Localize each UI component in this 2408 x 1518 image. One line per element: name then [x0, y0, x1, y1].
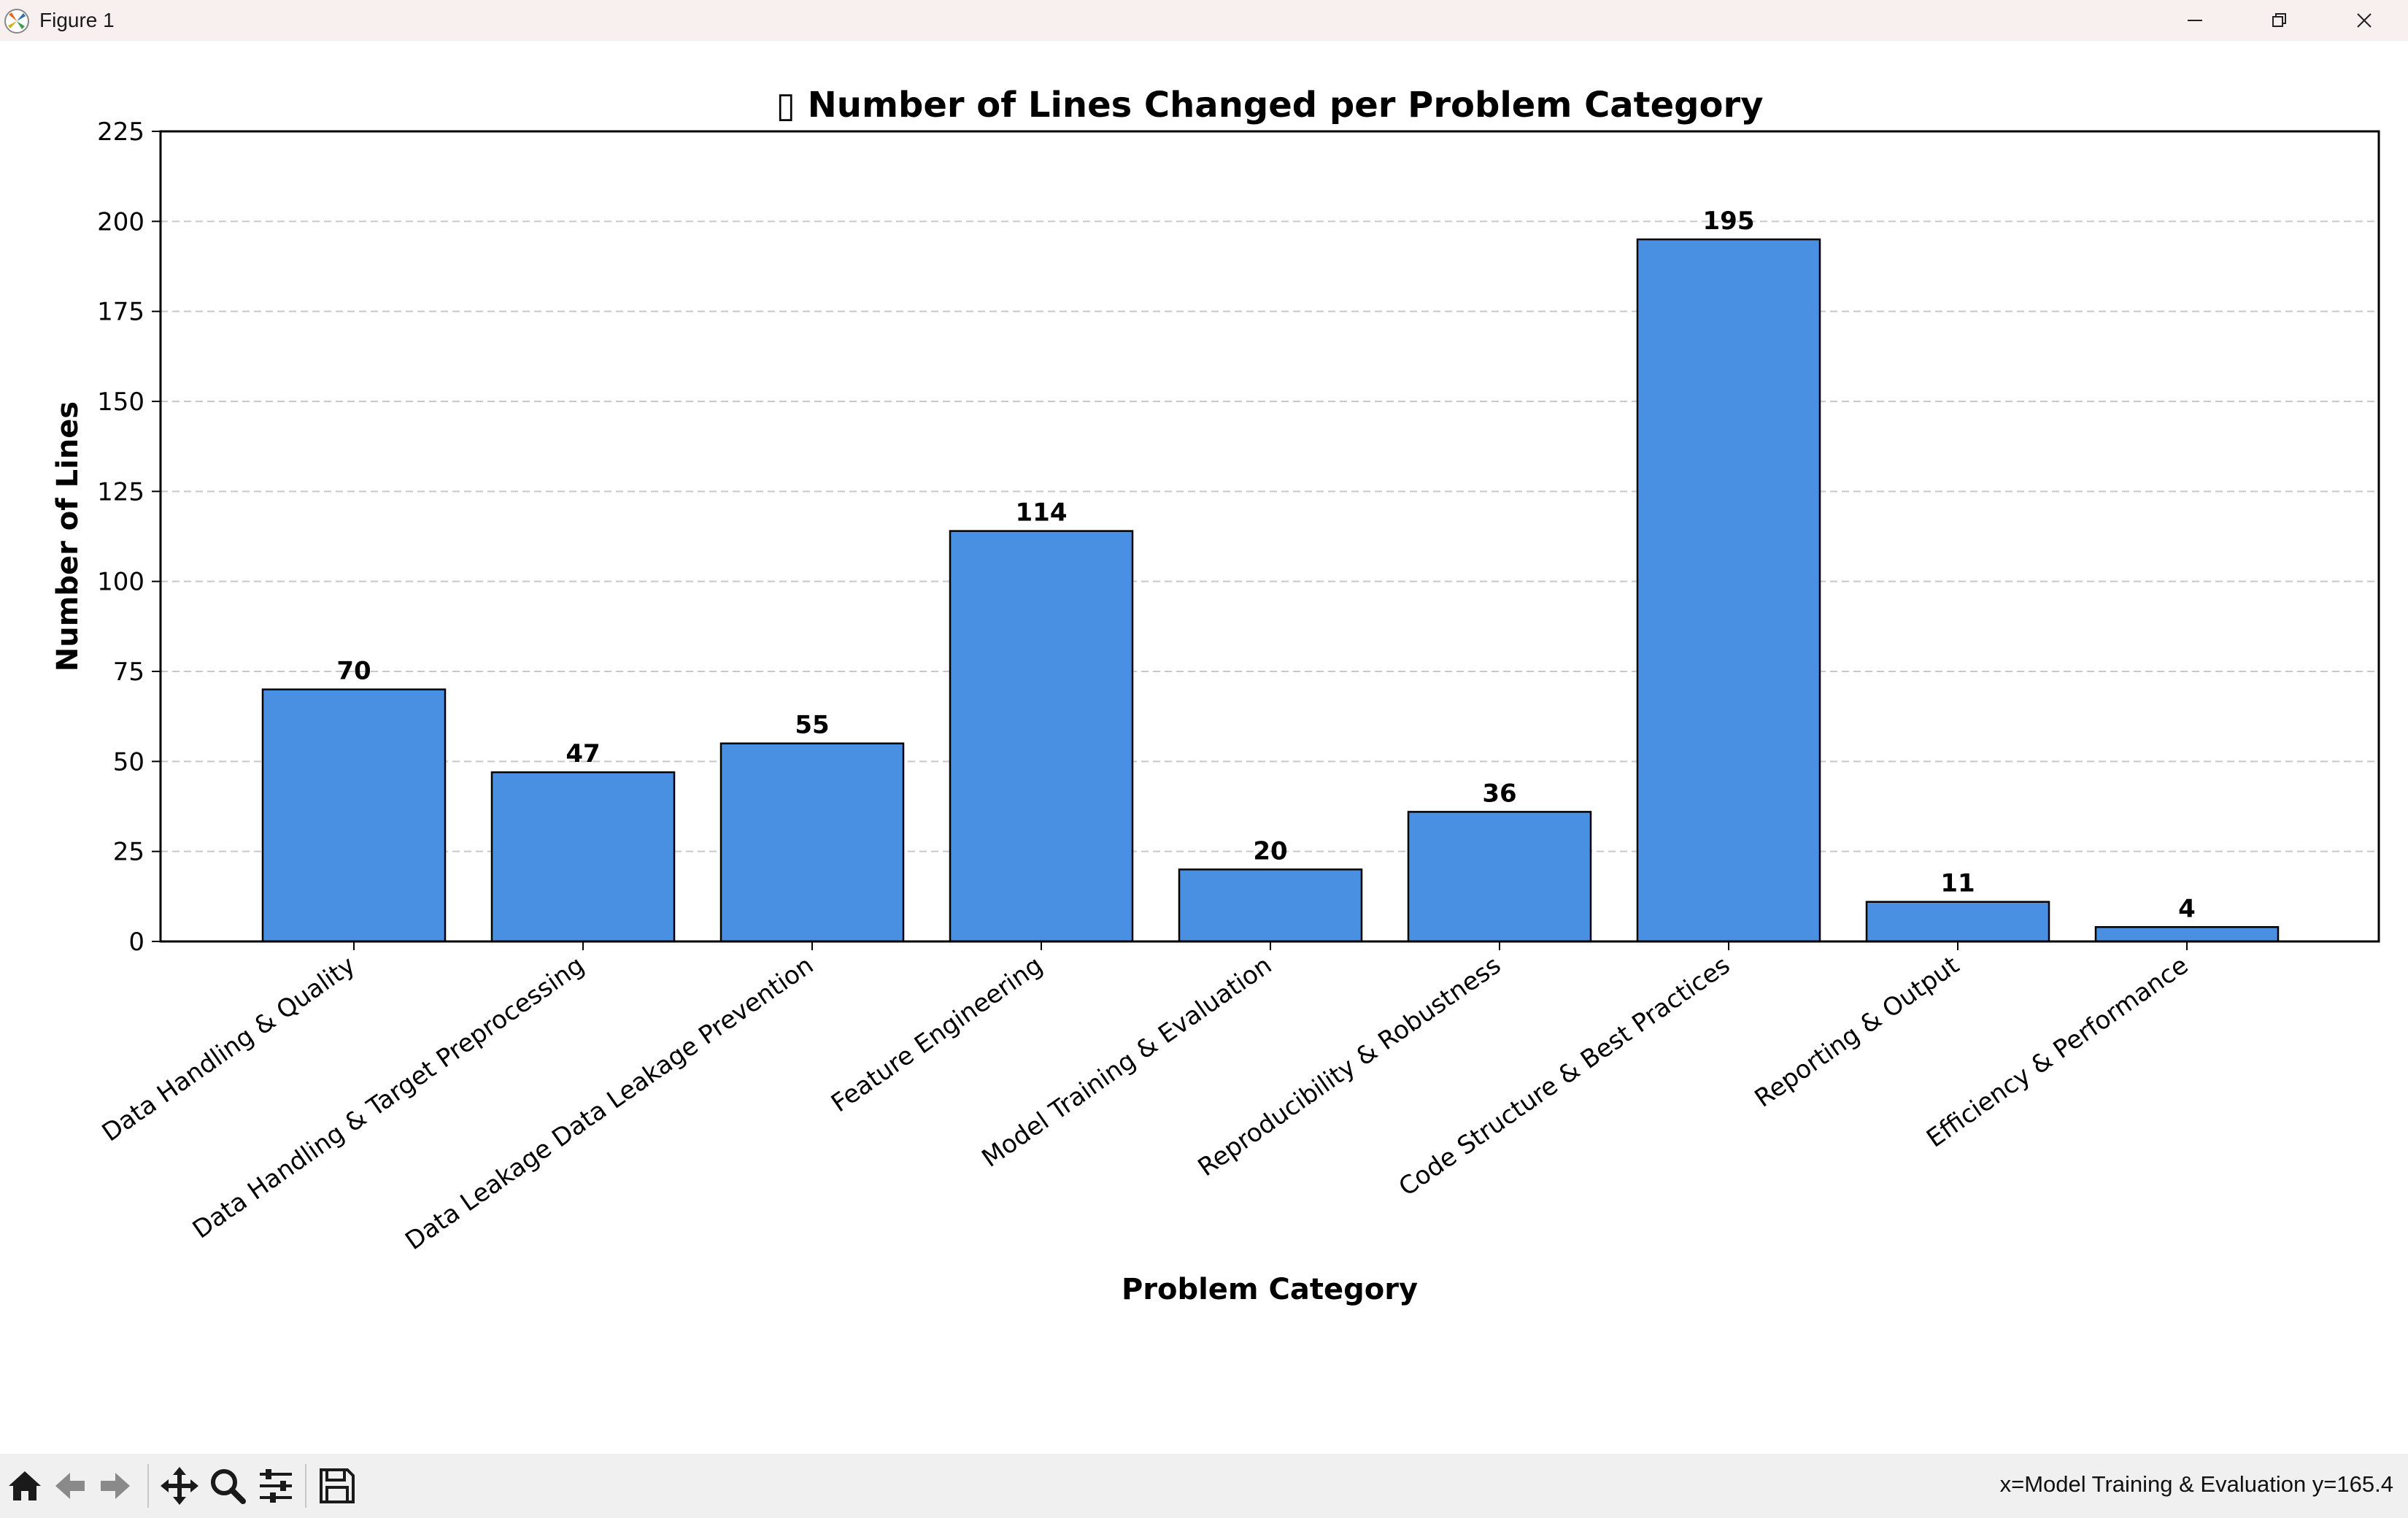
bar	[1178, 868, 1363, 943]
bar	[719, 742, 905, 943]
y-tick-label: 25	[113, 838, 144, 867]
bar-value-label: 114	[1016, 498, 1068, 528]
title-bar[interactable]: Figure 1	[0, 0, 2408, 41]
restore-button[interactable]	[2237, 0, 2322, 41]
forward-arrow-icon	[101, 1473, 130, 1499]
x-tick-label: Data Handling & Quality	[97, 951, 360, 1148]
y-tick-label: 0	[128, 928, 144, 957]
bar	[261, 688, 447, 943]
close-icon	[2357, 13, 2372, 28]
bar-value-label: 36	[1482, 779, 1516, 808]
matplotlib-app-icon	[4, 9, 29, 34]
y-tick-label: 200	[97, 207, 144, 236]
bar-value-label: 20	[1253, 836, 1287, 866]
x-tick-label: Data Leakage Data Leakage Prevention	[400, 951, 819, 1256]
x-tick-label: Reporting & Output	[1750, 951, 1965, 1114]
bar-value-label: 195	[1703, 207, 1755, 236]
toolbar-separator	[305, 1464, 306, 1508]
bar-value-label: 47	[566, 739, 600, 768]
back-button[interactable]	[48, 1460, 92, 1512]
plot-canvas[interactable]: 0 25 50 75 100 125 150 175 200 225 Data Handling …	[0, 41, 2408, 1454]
x-tick-label: Feature Engineering	[826, 951, 1048, 1119]
x-tick-label: Data Handling & Target Preprocessing	[188, 951, 590, 1245]
bar	[1865, 901, 2050, 943]
y-tick-label: 175	[97, 298, 144, 327]
y-tick-label: 50	[113, 747, 144, 777]
y-axis-ticks: 0 25 50 75 100 125 150 175 200 225	[97, 117, 161, 957]
configure-subplots-button[interactable]	[254, 1460, 298, 1512]
bar-value-label: 55	[795, 711, 829, 740]
pan-button[interactable]	[158, 1460, 201, 1512]
close-button[interactable]	[2322, 0, 2407, 41]
bar-value-label: 11	[1940, 869, 1975, 898]
x-axis-label: Problem Category	[1122, 1273, 1418, 1306]
grid-lines	[161, 220, 2379, 852]
toolbar-separator	[147, 1464, 149, 1508]
bar-value-label: 70	[336, 657, 371, 686]
chart-title: ▯ Number of Lines Changed per Problem Ca…	[776, 85, 1764, 126]
bar	[949, 530, 1134, 943]
y-axis-label: Number of Lines	[51, 401, 85, 671]
back-arrow-icon	[55, 1473, 85, 1499]
x-tick-label: Efficiency & Performance	[1921, 951, 2193, 1154]
bar-value-label: 4	[2178, 894, 2196, 923]
configure-subplots-icon	[260, 1469, 292, 1503]
minimize-icon	[2188, 20, 2202, 21]
bar-chart: 0 25 50 75 100 125 150 175 200 225 Data Handling …	[51, 85, 2380, 1306]
forward-button[interactable]	[93, 1460, 137, 1512]
zoom-icon	[211, 1469, 246, 1504]
bars	[261, 238, 2280, 943]
home-icon	[9, 1471, 41, 1500]
y-tick-label: 125	[97, 477, 144, 506]
y-tick-label: 75	[113, 658, 144, 687]
navigation-toolbar: x=Model Training & Evaluation y=165.4	[0, 1454, 2408, 1518]
bar	[1636, 238, 1821, 943]
y-tick-label: 100	[97, 568, 144, 597]
save-icon	[320, 1468, 355, 1503]
y-tick-label: 225	[97, 117, 144, 147]
window-title: Figure 1	[39, 9, 115, 31]
home-button[interactable]	[3, 1460, 47, 1512]
bar	[490, 771, 676, 943]
save-button[interactable]	[315, 1460, 359, 1512]
minimize-button[interactable]	[2153, 0, 2237, 41]
zoom-button[interactable]	[206, 1460, 250, 1512]
y-tick-label: 150	[97, 388, 144, 417]
bar	[1407, 811, 1592, 943]
restore-icon	[2272, 13, 2286, 27]
bar	[2094, 926, 2280, 943]
cursor-coordinate-readout: x=Model Training & Evaluation y=165.4	[1999, 1471, 2393, 1497]
pan-icon	[161, 1467, 198, 1505]
